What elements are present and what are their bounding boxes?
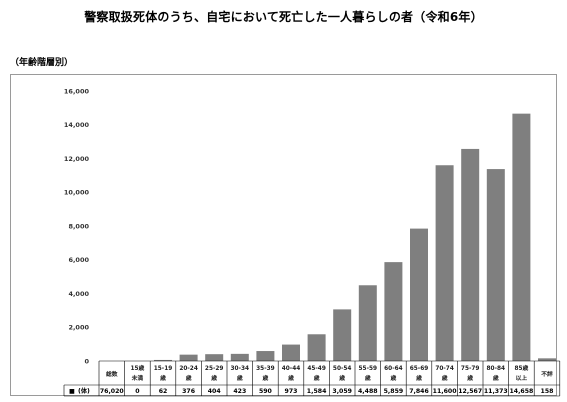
- bar: [410, 228, 428, 361]
- x-tick-label: 未満: [132, 374, 144, 382]
- x-tick-label: 総数: [106, 370, 118, 378]
- x-tick-label: 75-79: [461, 366, 480, 372]
- bar: [154, 359, 172, 361]
- y-tick-label: 10,000: [64, 189, 90, 197]
- x-tick-label: 15-19: [154, 366, 173, 372]
- chart-subtitle: （年齢階層別）: [10, 58, 74, 68]
- bar: [307, 334, 326, 361]
- data-label: 1,584: [307, 388, 327, 395]
- data-label: 973: [285, 388, 298, 395]
- data-label: 7,846: [409, 388, 429, 395]
- bar: [538, 358, 556, 361]
- x-tick-label: 35-39: [256, 366, 275, 372]
- data-label: 0: [135, 388, 140, 395]
- x-tick-label: 60-64: [384, 366, 403, 372]
- bar: [384, 262, 403, 361]
- x-tick-label: 45-49: [307, 366, 326, 372]
- y-tick-label: 4,000: [68, 290, 89, 298]
- data-label: 590: [259, 388, 273, 395]
- x-tick-label: 20-24: [179, 366, 198, 372]
- data-label: 5,859: [384, 388, 404, 395]
- data-label: 3,059: [332, 388, 352, 395]
- bar: [230, 353, 249, 361]
- y-tick-label: 0: [84, 357, 89, 365]
- y-tick-label: 14,000: [64, 121, 90, 129]
- data-label: 14,658: [509, 388, 533, 395]
- row-header-label: (体): [78, 387, 90, 395]
- chart-frame: [10, 74, 557, 396]
- x-tick-label: 85歳: [514, 364, 528, 372]
- x-tick-label: 歳: [492, 374, 499, 382]
- x-tick-label: 歳: [185, 374, 192, 382]
- data-label: 11,373: [484, 388, 508, 395]
- bar: [358, 285, 377, 361]
- y-tick-label: 8,000: [68, 222, 89, 230]
- bar: [461, 148, 480, 361]
- x-tick-label: 歳: [210, 374, 217, 382]
- x-tick-label: 歳: [159, 374, 166, 382]
- x-tick-label: 30-34: [231, 366, 250, 372]
- y-tick-label: 6,000: [68, 256, 89, 264]
- y-tick-label: 16,000: [64, 87, 90, 95]
- legend-key: ■: [69, 388, 75, 395]
- bar: [512, 113, 531, 362]
- x-tick-label: 歳: [364, 374, 371, 382]
- bar: [333, 309, 352, 361]
- y-tick-label: 12,000: [64, 155, 90, 163]
- x-tick-label: 50-54: [333, 366, 352, 372]
- data-label: 76,020: [100, 388, 125, 395]
- x-tick-label: 15歳: [130, 364, 144, 372]
- bar: [486, 169, 505, 361]
- data-label: 376: [182, 388, 195, 395]
- x-tick-label: 歳: [261, 374, 268, 382]
- data-label: 404: [208, 388, 222, 395]
- bar: [205, 354, 224, 361]
- x-tick-label: 25-29: [205, 366, 224, 372]
- x-tick-label: 歳: [389, 374, 396, 382]
- x-tick-label: 65-69: [410, 366, 429, 372]
- y-tick-label: 2,000: [68, 324, 89, 332]
- data-label: 423: [233, 388, 246, 395]
- chart-title: 警察取扱死体のうち、自宅において死亡した一人暮らしの者（令和6年）: [84, 10, 483, 24]
- data-label: 12,567: [458, 388, 482, 395]
- data-label: 4,488: [358, 388, 378, 395]
- x-tick-label: 歳: [441, 374, 448, 382]
- x-tick-label: 歳: [236, 374, 243, 382]
- x-tick-label: 70-74: [435, 366, 454, 372]
- x-tick-label: 歳: [466, 374, 473, 382]
- x-tick-label: 以上: [516, 374, 528, 382]
- bar: [282, 344, 300, 361]
- x-tick-label: 80-84: [487, 366, 506, 372]
- data-label: 11,600: [433, 388, 458, 395]
- data-label: 158: [541, 388, 554, 395]
- x-tick-label: 歳: [287, 374, 294, 382]
- bar: [179, 354, 198, 361]
- x-tick-label: 歳: [338, 374, 345, 382]
- bar: [435, 165, 454, 361]
- x-tick-label: 55-59: [359, 366, 378, 372]
- x-tick-label: 歳: [313, 374, 320, 382]
- data-label: 62: [159, 388, 168, 395]
- x-tick-label: 不詳: [541, 370, 553, 378]
- x-tick-label: 40-44: [282, 366, 301, 372]
- x-tick-label: 歳: [415, 374, 422, 382]
- bar: [256, 351, 275, 361]
